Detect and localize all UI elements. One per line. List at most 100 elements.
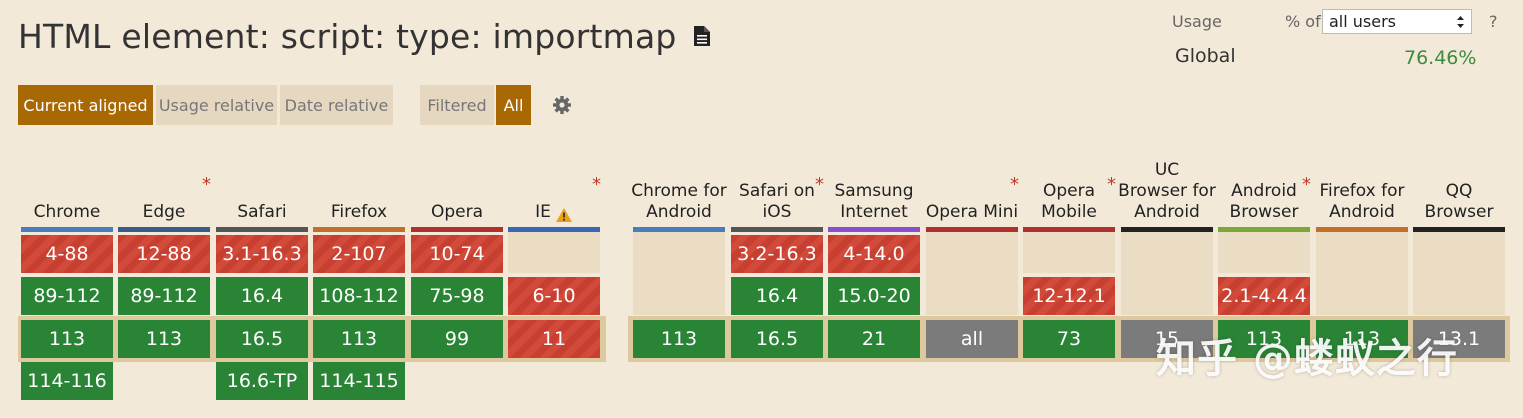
browser-header-samsung[interactable]: Samsung Internet (825, 140, 923, 225)
support-cell[interactable]: 2.1-4.4.4 (1218, 277, 1310, 315)
support-cell[interactable]: 113 (21, 320, 113, 358)
all-button[interactable]: All (496, 85, 531, 125)
note-asterisk[interactable]: * (1107, 174, 1116, 195)
note-asterisk[interactable]: * (815, 174, 824, 195)
support-cell[interactable]: 113 (1218, 320, 1310, 358)
watermark-text: 知乎 @蝼蚁之行 (1156, 336, 1458, 382)
support-cell[interactable]: 13.1 (1413, 320, 1505, 358)
support-cell[interactable]: 89-112 (21, 277, 113, 315)
global-usage-value: 76.46% (1404, 47, 1477, 69)
support-cell[interactable]: 16.4 (216, 277, 308, 315)
support-cell[interactable]: 113 (313, 320, 405, 358)
browser-name: Firefox for Android (1319, 181, 1405, 222)
support-cell[interactable]: 99 (411, 320, 503, 358)
support-cell[interactable]: 114-116 (21, 362, 113, 400)
browser-color-bar (731, 227, 823, 232)
support-cell[interactable]: 15 (1121, 320, 1213, 358)
empty-cell (1413, 273, 1505, 315)
document-icon[interactable] (693, 25, 711, 47)
empty-cell (926, 232, 1018, 273)
support-cell[interactable]: 113 (118, 320, 210, 358)
browser-name: QQ Browser (1424, 181, 1494, 222)
empty-cell (926, 273, 1018, 315)
browser-color-bar (1121, 227, 1213, 232)
support-cell[interactable]: 108-112 (313, 277, 405, 315)
browser-color-bar (1218, 227, 1310, 232)
browser-color-bar (508, 227, 600, 232)
date-relative-button[interactable]: Date relative (280, 85, 393, 125)
empty-cell (1218, 232, 1310, 273)
support-cell[interactable]: 16.5 (216, 320, 308, 358)
support-cell[interactable]: all (926, 320, 1018, 358)
support-cell[interactable]: 3.1-16.3 (216, 235, 308, 273)
page-title: HTML element: script: type: importmap (18, 16, 677, 56)
users-select-value: all users (1329, 12, 1397, 31)
note-asterisk[interactable]: * (1010, 174, 1019, 195)
percent-of-label: % of (1285, 12, 1321, 31)
support-cell[interactable]: 89-112 (118, 277, 210, 315)
empty-cell (633, 232, 725, 273)
browser-header-qq[interactable]: QQ Browser (1410, 140, 1508, 225)
browser-header-edge[interactable]: Edge * (115, 140, 213, 225)
support-cell[interactable]: 16.4 (731, 277, 823, 315)
gear-icon[interactable] (552, 95, 572, 115)
note-asterisk[interactable]: * (202, 174, 211, 195)
browser-color-bar (118, 227, 210, 232)
usage-relative-button[interactable]: Usage relative (156, 85, 277, 125)
support-cell[interactable]: 113 (633, 320, 725, 358)
browser-color-bar (1413, 227, 1505, 232)
users-select[interactable]: all users (1322, 9, 1472, 34)
empty-cell (633, 273, 725, 315)
browser-header-safari[interactable]: Safari (213, 140, 311, 225)
select-arrows-icon (1457, 15, 1464, 28)
support-cell[interactable]: 6-10 (508, 277, 600, 315)
support-cell[interactable]: 113 (1316, 320, 1408, 358)
note-asterisk[interactable]: * (1302, 174, 1311, 195)
support-cell[interactable]: 2-107 (313, 235, 405, 273)
browser-header-firefox-android[interactable]: Firefox for Android (1313, 140, 1411, 225)
support-cell[interactable]: 4-88 (21, 235, 113, 273)
browser-header-safari-ios[interactable]: Safari on iOS * (728, 140, 826, 225)
support-cell[interactable]: 21 (828, 320, 920, 358)
browser-name: Samsung Internet (834, 181, 914, 222)
help-link[interactable]: ? (1489, 12, 1498, 31)
support-cell[interactable]: 16.5 (731, 320, 823, 358)
browser-name: Firefox (330, 202, 388, 222)
browser-name: Edge (142, 202, 186, 222)
usage-label: Usage (1172, 12, 1222, 31)
support-cell[interactable]: 12-88 (118, 235, 210, 273)
empty-cell (1316, 273, 1408, 315)
browser-header-chrome[interactable]: Chrome (18, 140, 116, 225)
support-cell[interactable]: 15.0-20 (828, 277, 920, 315)
support-cell[interactable]: 114-115 (313, 362, 405, 400)
filtered-button[interactable]: Filtered (420, 85, 494, 125)
empty-cell (1316, 232, 1408, 273)
browser-name: Chrome for Android (631, 181, 727, 222)
support-cell[interactable]: 3.2-16.3 (731, 235, 823, 273)
browser-header-opera-mini[interactable]: Opera Mini * (923, 140, 1021, 225)
support-cell[interactable]: 75-98 (411, 277, 503, 315)
warning-icon (555, 208, 572, 222)
browser-header-android[interactable]: Android Browser * (1215, 140, 1313, 225)
support-cell[interactable]: 73 (1023, 320, 1115, 358)
support-cell[interactable]: 10-74 (411, 235, 503, 273)
browser-header-chrome-android[interactable]: Chrome for Android (630, 140, 728, 225)
browser-header-ie[interactable]: IE * (505, 140, 603, 225)
browser-name: Opera Mini (925, 202, 1019, 222)
browser-header-firefox[interactable]: Firefox (310, 140, 408, 225)
empty-cell (1413, 232, 1505, 273)
support-cell[interactable]: 4-14.0 (828, 235, 920, 273)
browser-color-bar (926, 227, 1018, 232)
support-cell[interactable]: 12-12.1 (1023, 277, 1115, 315)
browser-header-opera-mobile[interactable]: Opera Mobile * (1020, 140, 1118, 225)
current-aligned-button[interactable]: Current aligned (18, 85, 153, 125)
browser-color-bar (313, 227, 405, 232)
browser-header-uc[interactable]: UC Browser for Android (1118, 140, 1216, 225)
support-cell[interactable]: 11 (508, 320, 600, 358)
browser-header-opera[interactable]: Opera (408, 140, 506, 225)
browser-color-bar (411, 227, 503, 232)
browser-color-bar (828, 227, 920, 232)
note-asterisk[interactable]: * (592, 174, 601, 195)
title-area: HTML element: script: type: importmap (18, 14, 711, 58)
support-cell[interactable]: 16.6-TP (216, 362, 308, 400)
